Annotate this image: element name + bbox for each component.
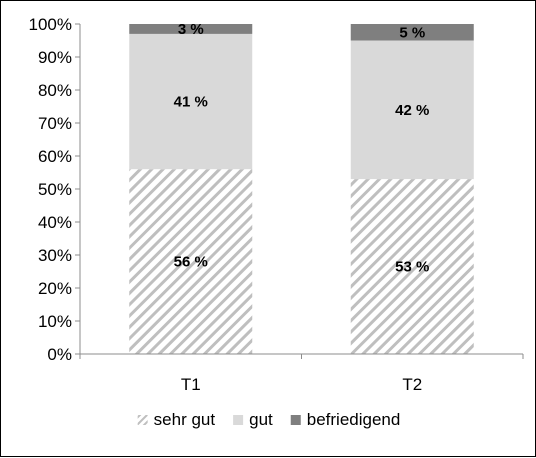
data-label: 41 % <box>174 94 208 111</box>
legend-label: befriedigend <box>307 410 401 429</box>
data-labels: 56 % 41 % 3 % 53 % 42 % 5 % <box>174 21 430 276</box>
legend-swatch <box>290 415 301 425</box>
y-tick-label: 0% <box>47 345 72 364</box>
y-tick-label: 10% <box>38 312 72 331</box>
data-label: 56 % <box>174 254 208 271</box>
data-label: 53 % <box>395 259 429 276</box>
x-category-label: T2 <box>402 375 422 394</box>
bar-segment <box>129 169 253 354</box>
bar-segment <box>350 179 474 354</box>
legend: sehr gut gut befriedigend <box>137 410 401 429</box>
y-tick-label: 30% <box>38 246 72 265</box>
legend-label: gut <box>249 410 273 429</box>
y-tick-label: 100% <box>29 15 72 34</box>
legend-swatch <box>137 415 148 425</box>
data-label: 42 % <box>395 102 429 119</box>
y-tick-label: 90% <box>38 48 72 67</box>
y-axis: 0% 10% 20% 30% 40% 50% 60% 70% 80% 90% 100% <box>29 15 81 364</box>
y-tick-label: 40% <box>38 213 72 232</box>
y-tick-label: 70% <box>38 114 72 133</box>
bar-segment <box>129 33 253 170</box>
x-category-label: T1 <box>181 375 201 394</box>
legend-label: sehr gut <box>154 410 216 429</box>
x-axis: T1 T2 <box>79 353 524 394</box>
legend-swatch <box>233 415 244 425</box>
bar-segment <box>350 40 474 180</box>
y-tick-label: 50% <box>38 180 72 199</box>
bar-segment <box>350 24 474 41</box>
y-tick-label: 20% <box>38 279 72 298</box>
data-label: 5 % <box>399 24 425 41</box>
bars <box>129 24 474 354</box>
data-label: 3 % <box>178 21 204 38</box>
bar-segment <box>129 24 253 34</box>
y-tick-label: 80% <box>38 81 72 100</box>
y-tick-label: 60% <box>38 147 72 166</box>
